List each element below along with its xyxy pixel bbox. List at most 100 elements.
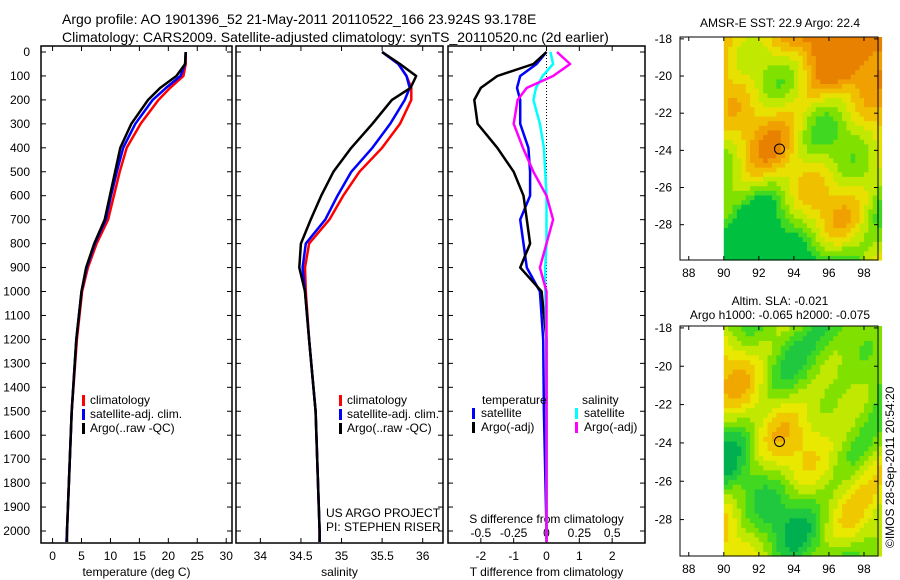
heatmap-cell — [850, 426, 856, 432]
heatmap-cell — [763, 522, 769, 528]
heatmap-cell — [741, 479, 747, 485]
heatmap-cell — [785, 78, 791, 84]
heatmap-cell — [763, 436, 769, 442]
heatmap-cell — [741, 185, 747, 191]
heatmap-cell — [868, 498, 874, 504]
heatmap-cell — [798, 50, 804, 57]
legend-swatch — [575, 408, 578, 419]
heatmap-cell — [850, 369, 856, 375]
heatmap-cell — [767, 536, 773, 543]
heatmap-cell — [754, 64, 760, 71]
heatmap-cell — [811, 55, 817, 61]
heatmap-cell — [833, 46, 839, 52]
heatmap-cell — [820, 222, 826, 228]
heatmap-cell — [785, 402, 791, 409]
heatmap-cell — [745, 412, 751, 418]
heatmap-cell — [820, 181, 826, 187]
heatmap-cell — [772, 190, 777, 196]
heatmap-cell — [772, 60, 777, 66]
heatmap-cell — [776, 246, 782, 252]
depth-tick-label: 700 — [10, 213, 30, 227]
heatmap-cell — [837, 143, 843, 150]
heatmap-cell — [872, 546, 878, 552]
heatmap-cell — [723, 527, 729, 533]
heatmap-cell — [802, 232, 808, 238]
heatmap-cell — [872, 326, 878, 332]
heatmap-cell — [807, 46, 812, 52]
heatmap-cell — [850, 445, 856, 452]
heatmap-cell — [837, 46, 843, 52]
heatmap-cell — [855, 484, 861, 490]
heatmap-cell — [798, 421, 804, 428]
heatmap-cell — [723, 88, 729, 94]
heatmap-cell — [741, 541, 747, 547]
heatmap-cell — [754, 157, 760, 163]
heatmap-cell — [842, 97, 848, 103]
heatmap-cell — [815, 335, 821, 341]
heatmap-cell — [736, 236, 742, 242]
heatmap-cell — [767, 474, 773, 480]
heatmap-cell — [877, 431, 883, 437]
heatmap-cell — [815, 125, 821, 131]
heatmap-cell — [855, 465, 861, 471]
heatmap-cell — [846, 350, 852, 356]
heatmap-cell — [789, 195, 795, 201]
heatmap-cell — [811, 246, 817, 252]
heatmap-cell — [859, 551, 865, 557]
heatmap-cell — [833, 479, 839, 485]
heatmap-cell — [728, 455, 734, 461]
heatmap-cell — [811, 373, 817, 380]
heatmap-cell — [807, 208, 812, 215]
heatmap-cell — [785, 139, 791, 145]
heatmap-cell — [772, 326, 777, 332]
heatmap-cell — [767, 546, 773, 552]
heatmap-cell — [877, 445, 883, 452]
depth-tick-label: 300 — [10, 117, 30, 131]
heatmap-cell — [820, 354, 826, 361]
heatmap-cell — [837, 354, 843, 361]
heatmap-cell — [776, 213, 782, 219]
heatmap-cell — [785, 106, 791, 112]
heatmap-cell — [877, 50, 883, 57]
heatmap-cell — [837, 330, 843, 337]
heatmap-cell — [864, 546, 869, 552]
heatmap-cell — [850, 185, 856, 191]
heatmap-cell — [785, 326, 791, 332]
heatmap-cell — [842, 465, 848, 471]
heatmap-cell — [802, 129, 808, 136]
heatmap-cell — [868, 208, 874, 215]
heatmap-cell — [758, 97, 764, 103]
heatmap-cell — [798, 46, 804, 52]
heatmap-cell — [750, 106, 756, 112]
heatmap-cell — [785, 116, 791, 122]
heatmap-cell — [758, 436, 764, 442]
heatmap-cell — [815, 222, 821, 228]
heatmap-cell — [793, 83, 799, 89]
heatmap-cell — [728, 484, 734, 490]
heatmap-cell — [837, 64, 843, 71]
heatmap-cell — [745, 465, 751, 471]
heatmap-cell — [850, 120, 856, 126]
heatmap-cell — [736, 246, 742, 252]
heatmap-cell — [811, 508, 817, 514]
heatmap-cell — [807, 517, 812, 524]
heatmap-cell — [750, 402, 756, 409]
heatmap-cell — [754, 484, 760, 490]
heatmap-cell — [723, 335, 729, 341]
heatmap-cell — [807, 383, 812, 389]
heatmap-cell — [758, 204, 764, 210]
heatmap-cell — [807, 64, 812, 71]
heatmap-cell — [793, 236, 799, 242]
lon-tick-label: 98 — [857, 266, 871, 280]
heatmap-cell — [776, 393, 782, 399]
heatmap-cell — [837, 393, 843, 399]
heatmap-cell — [855, 503, 861, 509]
heatmap-cell — [741, 469, 747, 476]
heatmap-cell — [864, 213, 869, 219]
heatmap-cell — [758, 92, 764, 98]
heatmap-cell — [798, 232, 804, 238]
heatmap-cell — [750, 431, 756, 437]
heatmap-cell — [785, 512, 791, 519]
heatmap-cell — [807, 222, 812, 228]
heatmap-cell — [741, 402, 747, 409]
